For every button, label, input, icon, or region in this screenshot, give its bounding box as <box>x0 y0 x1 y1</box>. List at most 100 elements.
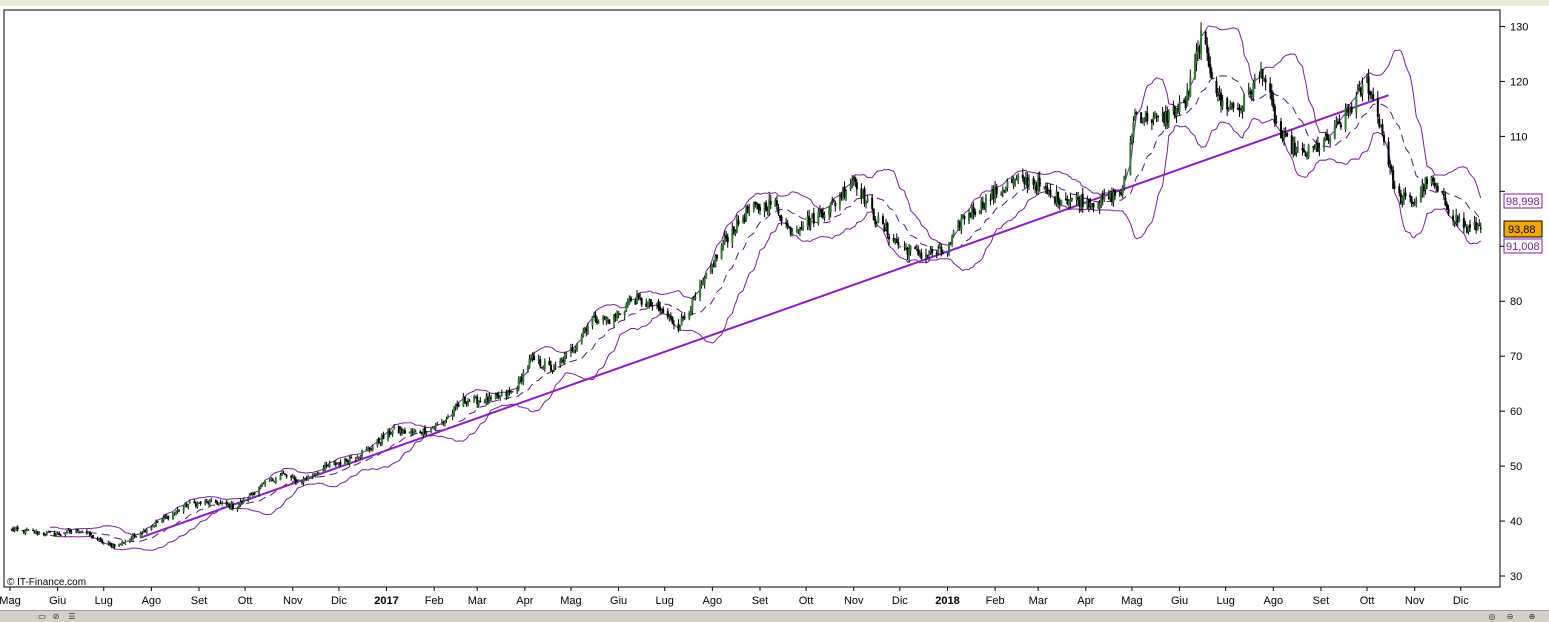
candle-body <box>221 501 224 504</box>
candle-body <box>574 347 577 351</box>
candle-body <box>1038 177 1041 187</box>
candle-body <box>447 415 450 418</box>
candle-body <box>614 314 617 318</box>
candle-body <box>626 303 629 306</box>
candle-body <box>1014 180 1017 182</box>
candle-body <box>99 538 102 540</box>
candle-body <box>1092 203 1095 208</box>
candle-body <box>463 396 466 403</box>
candle-body <box>526 366 529 372</box>
link-icon[interactable]: ⊘ <box>52 612 60 621</box>
candle-body <box>1464 226 1467 228</box>
candle-body <box>715 254 718 259</box>
candle-body <box>36 531 39 535</box>
candle-body <box>917 248 920 256</box>
candle-body <box>1124 174 1127 179</box>
upper-band-tag: 98,998 <box>1506 196 1540 208</box>
candle-body <box>1175 108 1178 116</box>
candle-body <box>1227 109 1230 111</box>
candle-body <box>347 460 350 463</box>
zoom-in-icon[interactable]: ⊕ <box>1528 612 1536 621</box>
candle-body <box>32 530 35 532</box>
candle-body <box>248 493 251 499</box>
candle-body <box>582 332 585 337</box>
candle-body <box>403 430 406 434</box>
candle-body <box>162 517 165 521</box>
candle-body <box>142 529 145 533</box>
candle-body <box>1163 112 1166 124</box>
candle-body <box>285 475 288 477</box>
y-tick-label: 50 <box>1510 461 1522 473</box>
candle-body <box>1034 183 1037 187</box>
candle-body <box>1372 94 1375 100</box>
watermark: © IT-Finance.com <box>7 577 86 588</box>
candle-body <box>649 299 652 307</box>
candle-body <box>851 181 854 183</box>
candle-body <box>1272 99 1275 108</box>
candle-body <box>1458 218 1461 223</box>
lower-band-tag: 91,008 <box>1506 241 1540 253</box>
candle-body <box>817 211 820 224</box>
candle-body <box>1064 198 1067 201</box>
candle-body <box>1462 218 1465 229</box>
candlestick-series <box>10 22 1482 549</box>
candle-body <box>780 216 783 222</box>
candle-body <box>239 501 242 505</box>
candle-body <box>800 227 803 230</box>
candle-body <box>1306 156 1309 158</box>
y-tick-label: 60 <box>1510 406 1522 418</box>
candle-body <box>473 396 476 401</box>
candle-body <box>616 313 619 319</box>
candle-body <box>1121 187 1124 195</box>
candle-body <box>75 528 78 532</box>
copy-icon[interactable]: ▭ <box>38 612 46 621</box>
candle-body <box>1114 190 1117 196</box>
candle-body <box>656 302 659 306</box>
candle-body <box>65 530 68 534</box>
x-tick-label: Lug <box>95 595 113 607</box>
candle-body <box>1000 192 1003 196</box>
x-tick-label: Ago <box>1264 595 1284 607</box>
zoom-reset-icon[interactable]: ◎ <box>1488 612 1496 621</box>
candle-body <box>324 464 327 468</box>
candle-body <box>968 213 971 222</box>
candle-body <box>302 478 305 484</box>
x-tick-label: Lug <box>656 595 674 607</box>
candle-body <box>596 321 599 324</box>
candle-body <box>506 391 509 397</box>
candle-body <box>516 389 519 392</box>
x-tick-label: Mag <box>560 595 581 607</box>
candle-body <box>440 422 443 425</box>
candle-body <box>144 530 147 533</box>
candle-body <box>1210 71 1213 79</box>
list-icon[interactable]: ☰ <box>68 612 76 621</box>
candle-body <box>261 484 264 486</box>
candle-body <box>1207 53 1210 67</box>
candle-body <box>1109 192 1112 199</box>
candle-body <box>754 201 757 205</box>
candle-body <box>1024 177 1027 185</box>
candle-body <box>789 227 792 235</box>
candle-body <box>397 426 400 434</box>
candle-body <box>625 304 628 311</box>
candle-body <box>247 498 250 500</box>
candle-body <box>1316 142 1319 152</box>
candle-body <box>763 202 766 212</box>
candle-body <box>606 319 609 321</box>
candle-body <box>279 475 282 481</box>
candle-body <box>1269 83 1272 93</box>
candle-body <box>1382 134 1385 142</box>
candle-body <box>646 302 649 308</box>
candle-body <box>420 432 423 434</box>
candle-body <box>85 531 88 534</box>
candle-body <box>402 429 405 434</box>
candle-body <box>55 534 58 537</box>
candle-body <box>1273 106 1276 124</box>
candle-body <box>935 252 938 255</box>
candle-body <box>861 189 864 199</box>
candle-body <box>931 249 934 254</box>
candle-body <box>1370 94 1373 97</box>
candle-body <box>1378 118 1381 127</box>
zoom-out-icon[interactable]: ⊖ <box>1506 612 1514 621</box>
candle-body <box>1275 121 1278 123</box>
